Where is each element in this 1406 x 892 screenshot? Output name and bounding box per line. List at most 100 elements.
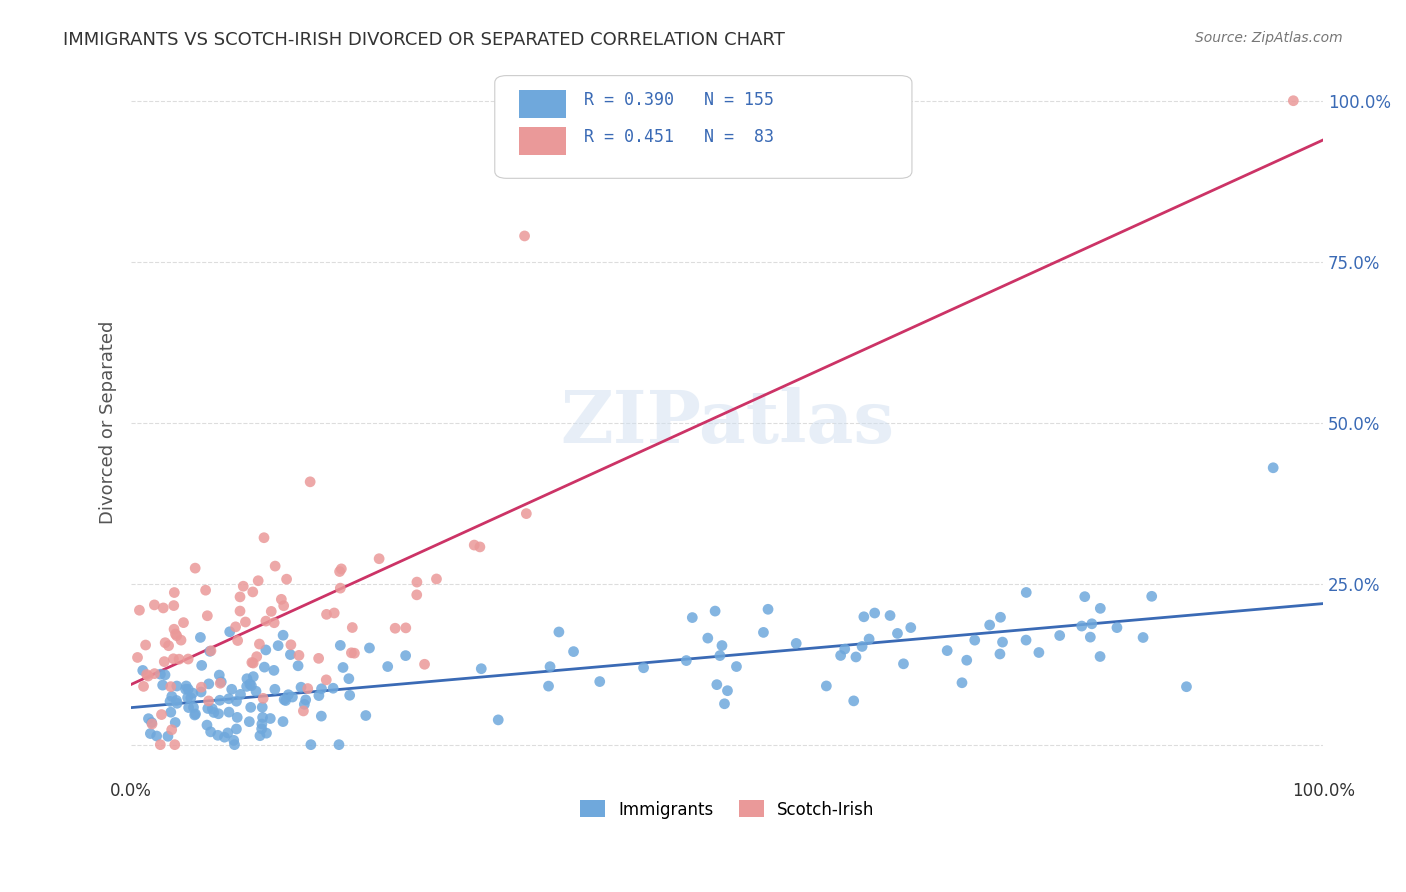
Immigrants [886, 626, 908, 640]
Scotch-Irish [163, 599, 186, 613]
Scotch-Irish [515, 507, 537, 521]
Immigrants [174, 682, 197, 697]
Immigrants [252, 710, 274, 724]
Immigrants [963, 633, 986, 648]
Immigrants [149, 667, 172, 681]
Immigrants [1090, 601, 1112, 615]
Immigrants [675, 654, 697, 668]
Immigrants [207, 728, 229, 742]
Scotch-Irish [240, 656, 263, 670]
Immigrants [834, 642, 856, 657]
Immigrants [756, 602, 779, 616]
Scotch-Irish [225, 620, 247, 634]
Immigrants [197, 701, 219, 715]
Scotch-Irish [143, 666, 166, 681]
Immigrants [177, 700, 200, 714]
Immigrants [339, 688, 361, 702]
Scotch-Irish [297, 681, 319, 696]
Immigrants [1015, 633, 1038, 648]
Scotch-Irish [195, 608, 218, 623]
Immigrants [225, 722, 247, 736]
Immigrants [180, 690, 202, 705]
Immigrants [752, 625, 775, 640]
Immigrants [1078, 630, 1101, 644]
Immigrants [256, 726, 278, 740]
Scotch-Irish [149, 738, 172, 752]
Legend: Immigrants, Scotch-Irish: Immigrants, Scotch-Irish [574, 794, 882, 825]
Immigrants [1263, 460, 1285, 475]
Immigrants [254, 643, 277, 657]
Immigrants [202, 706, 225, 720]
Scotch-Irish [413, 657, 436, 672]
Scotch-Irish [247, 574, 270, 588]
Immigrants [190, 631, 212, 645]
Scotch-Irish [242, 656, 264, 670]
Scotch-Irish [135, 638, 157, 652]
Immigrants [716, 683, 738, 698]
Immigrants [217, 726, 239, 740]
Scotch-Irish [254, 614, 277, 628]
Immigrants [160, 690, 183, 704]
Immigrants [815, 679, 838, 693]
Scotch-Irish [276, 572, 298, 586]
Scotch-Irish [194, 583, 217, 598]
Immigrants [239, 677, 262, 691]
Immigrants [218, 705, 240, 719]
Immigrants [337, 672, 360, 686]
Scotch-Irish [330, 562, 353, 576]
Scotch-Irish [127, 650, 149, 665]
Immigrants [208, 693, 231, 707]
Immigrants [238, 714, 260, 729]
Immigrants [274, 693, 297, 707]
Scotch-Irish [329, 565, 352, 579]
Immigrants [354, 708, 377, 723]
Scotch-Irish [249, 637, 271, 651]
Immigrants [329, 639, 352, 653]
Scotch-Irish [513, 229, 536, 244]
Immigrants [198, 677, 221, 691]
Immigrants [245, 684, 267, 698]
Scotch-Irish [152, 601, 174, 615]
Scotch-Irish [232, 579, 254, 593]
Immigrants [292, 698, 315, 712]
Immigrants [991, 635, 1014, 649]
Immigrants [229, 687, 252, 701]
Immigrants [704, 604, 727, 618]
Immigrants [858, 632, 880, 646]
Immigrants [201, 702, 224, 716]
Scotch-Irish [308, 651, 330, 665]
Scotch-Irish [162, 652, 184, 666]
Immigrants [159, 694, 181, 708]
Immigrants [537, 679, 560, 693]
Scotch-Irish [405, 588, 427, 602]
Immigrants [152, 678, 174, 692]
Scotch-Irish [170, 633, 193, 648]
Immigrants [863, 606, 886, 620]
Immigrants [273, 692, 295, 706]
Scotch-Irish [384, 621, 406, 635]
Immigrants [139, 726, 162, 740]
Immigrants [225, 694, 247, 708]
Immigrants [174, 679, 197, 693]
Scotch-Irish [263, 615, 285, 630]
Immigrants [190, 685, 212, 699]
Scotch-Irish [252, 691, 274, 706]
Scotch-Irish [340, 646, 363, 660]
Scotch-Irish [136, 669, 159, 683]
Immigrants [1105, 621, 1128, 635]
Immigrants [249, 729, 271, 743]
Scotch-Irish [315, 607, 337, 622]
Immigrants [1081, 616, 1104, 631]
Immigrants [221, 682, 243, 697]
Scotch-Irish [288, 648, 311, 663]
Scotch-Irish [160, 723, 183, 737]
Immigrants [165, 715, 187, 730]
Immigrants [332, 660, 354, 674]
Immigrants [195, 718, 218, 732]
Scotch-Irish [246, 649, 269, 664]
Immigrants [713, 697, 735, 711]
Immigrants [281, 690, 304, 704]
Immigrants [956, 653, 979, 667]
Immigrants [141, 715, 163, 730]
Scotch-Irish [343, 646, 366, 660]
